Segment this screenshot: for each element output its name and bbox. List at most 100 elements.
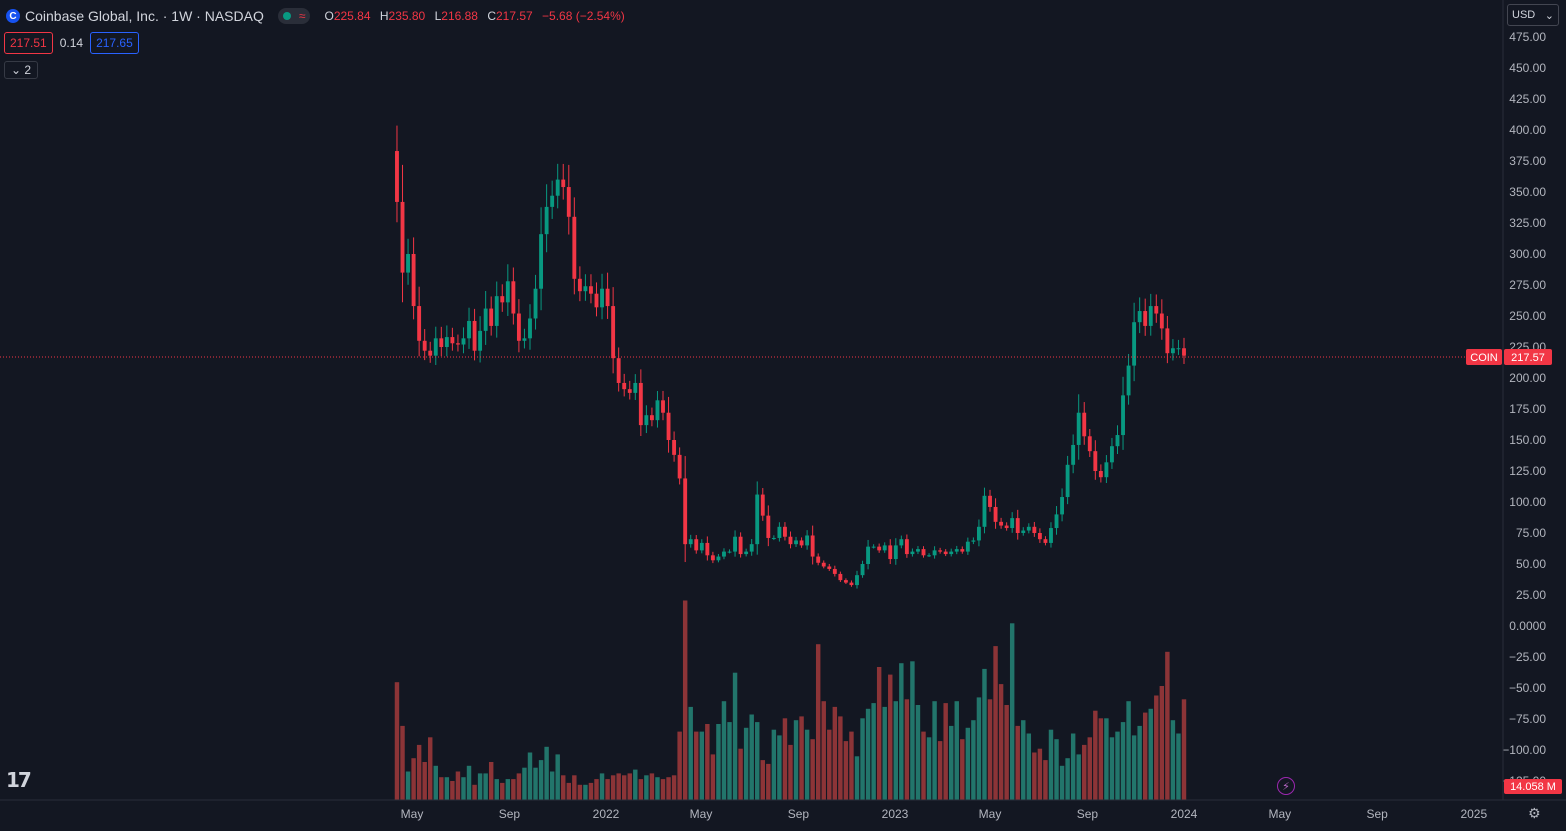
candle-body [783, 526, 787, 537]
volume-bar [921, 731, 926, 800]
candle-body [444, 337, 449, 347]
volume-bar [721, 701, 727, 800]
volume-bar [638, 779, 644, 800]
volume-bar [1059, 765, 1065, 800]
candle-body [1082, 412, 1087, 437]
volume-bar [976, 697, 982, 800]
candle-body [882, 545, 887, 551]
candle-body [611, 306, 616, 359]
candle-body [616, 358, 621, 383]
volume-bar [561, 775, 566, 800]
y-tick-label: −75.00 [1509, 712, 1546, 726]
candle-body [561, 179, 566, 188]
volume-bar [937, 741, 943, 800]
volume-bar [1065, 758, 1070, 800]
sell-button[interactable]: 217.51 [4, 32, 53, 54]
volume-bar [860, 718, 865, 800]
y-tick-label: 200.00 [1509, 371, 1546, 385]
candle-body [461, 338, 466, 345]
candle-body [439, 338, 444, 347]
candle-body [1132, 322, 1137, 366]
high-label: H [379, 9, 389, 23]
volume-bar [433, 765, 438, 800]
indicators-toggle[interactable]: ⌄ 2 [4, 61, 39, 79]
candle-body [594, 293, 599, 308]
candle-body [993, 506, 998, 522]
volume-bar [416, 744, 422, 800]
symbol-title[interactable]: Coinbase Global, Inc. · 1W · NASDAQ [25, 8, 264, 24]
volume-bar [666, 777, 671, 800]
volume-bar [699, 731, 705, 800]
volume-bar [1142, 712, 1148, 800]
volume-bar [1015, 725, 1020, 800]
candle-body [417, 306, 422, 341]
y-tick-label: 450.00 [1509, 61, 1546, 75]
volume-bar [843, 741, 849, 800]
y-tick-label: 375.00 [1509, 154, 1546, 168]
tradingview-logo-icon[interactable]: 17 [6, 768, 32, 792]
volume-bar [1176, 733, 1181, 800]
volume-bar [793, 720, 799, 800]
candle-body [494, 296, 499, 326]
candle-body [965, 541, 970, 552]
volume-bar [948, 725, 954, 800]
candle-body [1026, 526, 1031, 531]
market-status-pill[interactable]: ≈ [277, 8, 311, 24]
y-tick-label: 150.00 [1509, 433, 1546, 447]
candle-body [1087, 436, 1092, 452]
volume-bar [627, 773, 632, 800]
candle-body [428, 350, 433, 356]
candle-body [1076, 412, 1081, 445]
candle-body [1049, 528, 1053, 543]
lightning-icon[interactable]: ⚡ [1277, 777, 1295, 795]
candle-body [927, 555, 931, 557]
time-axis[interactable]: May Sep 2022 May Sep 2023 May Sep 2024 May Sep 2025 [401, 807, 1488, 821]
volume-bar [893, 701, 899, 800]
x-tick-label: Sep [499, 807, 521, 821]
candle-body [705, 542, 710, 556]
candle-body [406, 254, 410, 273]
candle-body [1104, 462, 1109, 478]
x-tick-label: May [690, 807, 713, 821]
x-tick-label: 2023 [882, 807, 909, 821]
y-tick-label: 475.00 [1509, 30, 1546, 44]
candle-body [976, 526, 981, 541]
candle-body [1159, 313, 1164, 329]
gear-icon[interactable]: ⚙ [1528, 805, 1541, 821]
volume-bar [899, 663, 904, 800]
candle-body [999, 521, 1004, 526]
buy-button[interactable]: 217.65 [90, 32, 139, 54]
candle-body [916, 549, 920, 552]
candle-body [483, 308, 488, 331]
currency-selector[interactable]: USD ⌄ [1507, 4, 1559, 26]
volume-bar [777, 735, 782, 800]
volume-bar [439, 777, 444, 800]
candle-body [855, 575, 859, 586]
candle-body [777, 526, 782, 538]
volume-bar [694, 731, 699, 800]
open-value: 225.84 [333, 9, 371, 23]
candle-body [433, 338, 438, 356]
volume-bar [882, 706, 887, 800]
y-tick-label: 125.00 [1509, 464, 1546, 478]
volume-bar [422, 762, 427, 800]
volume-bar [616, 773, 621, 800]
candle-body [1126, 365, 1131, 396]
candle-body [722, 551, 726, 557]
volume-bar [987, 699, 993, 800]
candle-body [1137, 311, 1142, 323]
volume-bar [1037, 748, 1043, 800]
volume-bar [1043, 760, 1048, 800]
volume-bar [926, 737, 932, 800]
y-tick-label: 300.00 [1509, 247, 1546, 261]
volume-bar [428, 737, 433, 800]
candle-body [1148, 306, 1153, 326]
volume-bar [1054, 739, 1059, 800]
x-tick-label: Sep [1367, 807, 1389, 821]
candle-body [1037, 533, 1042, 540]
volume-bar [505, 779, 511, 800]
candle-body [627, 389, 632, 393]
x-tick-label: May [401, 807, 424, 821]
price-axis[interactable]: 475.00 450.00 425.00 400.00 375.00 350.00 325.… [1502, 30, 1546, 788]
